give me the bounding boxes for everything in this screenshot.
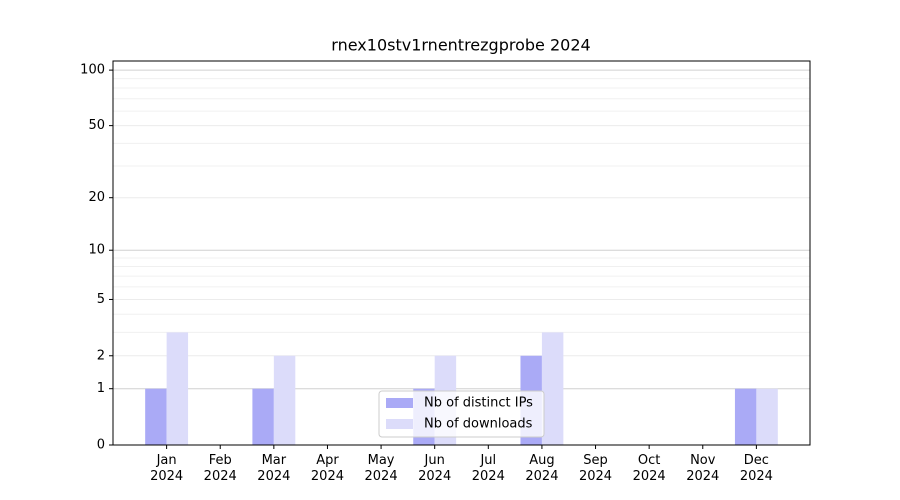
x-tick-label: Apr 2024 — [310, 453, 344, 484]
legend-swatch — [386, 419, 413, 429]
x-tick-label: Aug 2024 — [525, 453, 559, 484]
y-tick-label: 50 — [88, 118, 105, 133]
bar — [273, 355, 296, 445]
y-tick-label: 2 — [97, 348, 105, 363]
chart-title: rnex10stv1rnentrezgprobe 2024 — [331, 36, 590, 55]
bar — [541, 332, 564, 445]
legend-box — [378, 390, 545, 438]
x-tick-label: Jun 2024 — [418, 453, 452, 484]
x-tick-label: Nov 2024 — [686, 453, 720, 484]
bar — [252, 388, 274, 445]
x-tick-label: Feb 2024 — [203, 453, 237, 484]
x-tick-label: May 2024 — [364, 453, 398, 484]
bar — [756, 388, 778, 445]
axes-frame — [112, 60, 811, 446]
x-tick-label: Jan 2024 — [150, 453, 184, 484]
x-tick-label: Mar 2024 — [257, 453, 291, 484]
legend-label: Nb of distinct IPs — [424, 396, 533, 411]
y-tick-label: 0 — [97, 438, 105, 453]
y-tick-label: 20 — [88, 190, 105, 205]
legend-label: Nb of downloads — [424, 417, 533, 432]
legend: Nb of distinct IPs Nb of downloads — [378, 390, 545, 438]
x-tick-label: Dec 2024 — [739, 453, 773, 484]
y-tick-label: 5 — [97, 292, 105, 307]
bar — [734, 388, 757, 445]
y-tick-label: 10 — [88, 243, 105, 258]
bar — [145, 388, 167, 445]
x-tick-label: Sep 2024 — [578, 453, 613, 484]
x-tick-label: Oct 2024 — [632, 453, 666, 484]
bar — [166, 332, 189, 445]
y-tick-label: 100 — [80, 63, 105, 78]
y-tick-label: 1 — [97, 381, 105, 396]
legend-swatch — [386, 398, 413, 408]
x-tick-label: Jul 2024 — [471, 453, 505, 484]
